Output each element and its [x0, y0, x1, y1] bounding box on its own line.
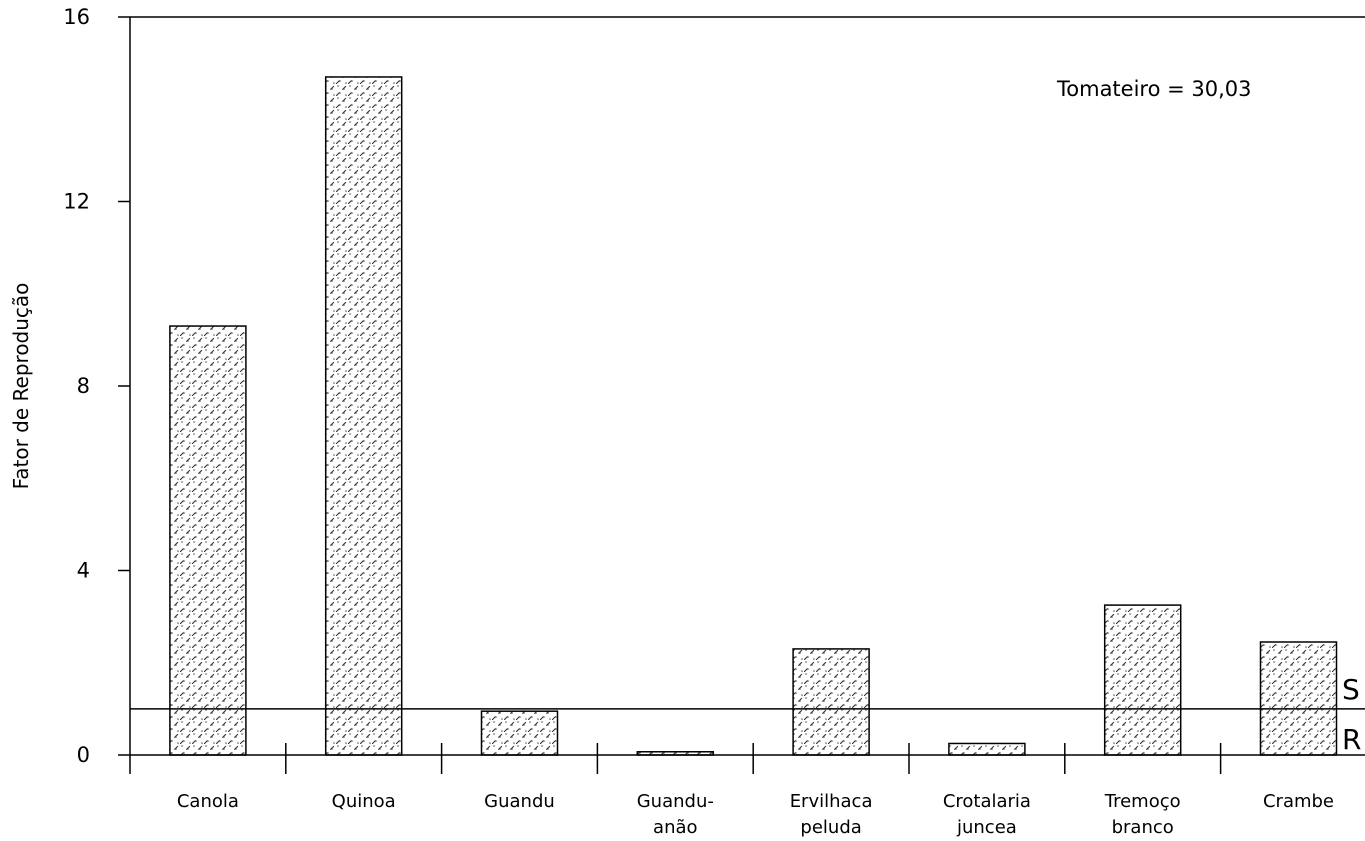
x-category-label: Crambe — [1263, 791, 1334, 812]
x-category-label: Canola — [177, 791, 239, 812]
x-category-label: Quinoa — [332, 791, 396, 812]
bar — [792, 648, 870, 756]
x-category-label: Crotalaria juncea — [943, 791, 1031, 838]
y-tick-label: 0 — [77, 743, 90, 767]
bar — [324, 76, 403, 756]
y-axis-label: Fator de Reprodução — [9, 283, 33, 490]
y-ticks-group: 0 4 8 12 16 — [63, 5, 130, 767]
x-category-label: Tremoço branco — [1104, 791, 1181, 838]
y-tick-label: 12 — [63, 190, 90, 214]
x-category-label: Ervilhaca peluda — [790, 791, 873, 838]
bar — [1259, 641, 1338, 756]
x-ticks-group — [129, 743, 1222, 774]
bars-group — [169, 76, 1338, 756]
resistant-zone-label: R — [1342, 723, 1361, 756]
bar — [948, 742, 1026, 756]
bar — [480, 710, 559, 756]
tomato-annotation: Tomateiro = 30,03 — [1056, 77, 1252, 101]
bar — [1103, 604, 1182, 756]
x-labels-group: Canola Quinoa Guandu Guandu-anão Ervilhaca pe… — [177, 791, 1334, 838]
y-tick-label: 8 — [77, 374, 90, 398]
x-category-label: Guandu-anão — [637, 791, 714, 838]
y-tick-label: 16 — [63, 5, 90, 29]
y-tick-label: 4 — [77, 559, 90, 583]
x-category-label: Guandu — [484, 791, 555, 812]
bar — [169, 325, 247, 756]
susceptible-zone-label: S — [1342, 673, 1360, 706]
